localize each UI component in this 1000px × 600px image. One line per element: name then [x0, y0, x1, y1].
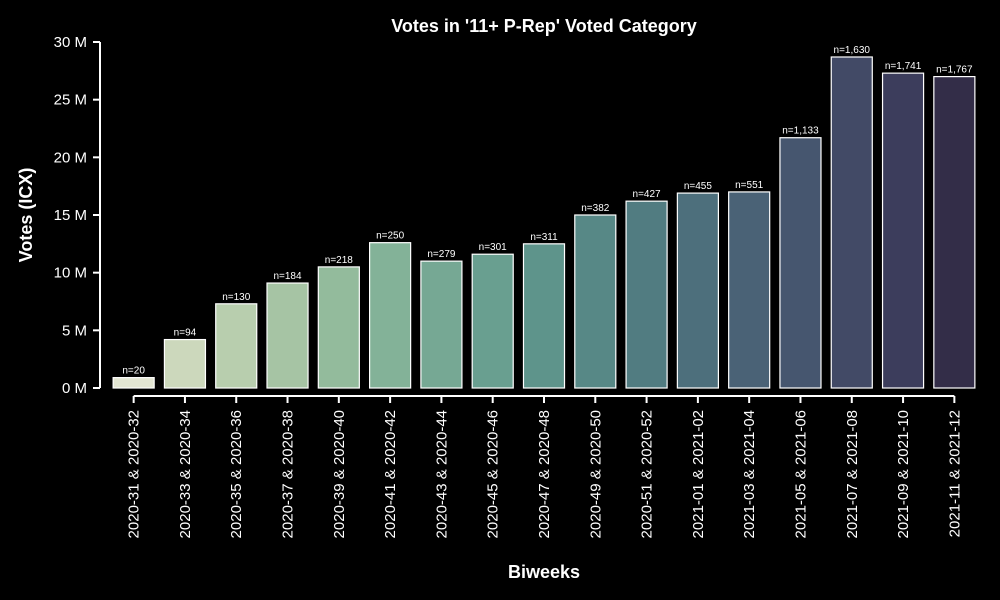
x-tick-label: 2020-37 & 2020-38 [280, 410, 297, 538]
y-axis-label: Votes (ICX) [16, 168, 36, 263]
bar [471, 253, 514, 389]
y-tick-label: 15 M [54, 207, 87, 224]
bar-label: n=301 [479, 242, 508, 253]
bar [317, 266, 360, 389]
bar [625, 200, 668, 389]
y-tick-label: 30 M [54, 34, 87, 51]
bar-label: n=311 [530, 232, 558, 243]
bar [420, 260, 463, 389]
x-tick-label: 2020-39 & 2020-40 [331, 410, 348, 538]
y-tick-label: 5 M [62, 322, 87, 339]
y-tick-label: 0 M [62, 380, 87, 397]
bar [676, 192, 719, 389]
bar-label: n=1,741 [885, 61, 922, 72]
x-tick-label: 2020-35 & 2020-36 [228, 410, 245, 538]
bar [522, 243, 566, 389]
bars [112, 56, 976, 389]
bar-label: n=382 [581, 203, 610, 214]
bar-label: n=427 [633, 189, 662, 200]
bar-label: n=20 [122, 366, 145, 377]
bar [163, 338, 207, 389]
bar-label: n=250 [376, 231, 405, 242]
bar-labels: n=20 n=94 n=130 n=184 n=218 n=250 n=279 n=301 n=… [122, 45, 973, 377]
bar [369, 242, 412, 389]
x-tick-label: 2020-47 & 2020-48 [536, 410, 553, 538]
x-axis-label: Biweeks [508, 562, 580, 582]
y-tick-label: 20 M [54, 149, 87, 166]
bar-label: n=1,767 [936, 65, 973, 76]
bar-label: n=1,133 [782, 126, 819, 137]
bar [779, 137, 822, 389]
x-tick-label: 2020-49 & 2020-50 [587, 410, 604, 538]
bar-label: n=1,630 [834, 45, 871, 56]
x-tick-label: 2021-05 & 2021-06 [792, 410, 809, 538]
bar-label: n=94 [174, 328, 197, 339]
x-tick-label: 2021-01 & 2021-02 [690, 410, 707, 538]
bar-label: n=279 [427, 249, 456, 260]
bar-label: n=218 [325, 255, 354, 266]
bar [830, 56, 873, 389]
x-tick-label: 2021-07 & 2021-08 [844, 410, 861, 538]
x-tick-label: 2020-43 & 2020-44 [433, 410, 450, 538]
bar [266, 282, 309, 389]
x-axis: 2020-31 & 2020-32 2020-33 & 2020-34 2020-3… [126, 395, 963, 538]
chart-title: Votes in '11+ P-Rep' Voted Category [391, 16, 696, 36]
bar [574, 214, 617, 389]
bar [215, 303, 258, 389]
x-tick-label: 2021-09 & 2021-10 [895, 410, 912, 538]
x-tick-label: 2020-33 & 2020-34 [177, 410, 194, 538]
y-axis: 0 M 5 M 10 M 15 M 20 M 25 M 30 M [54, 34, 101, 397]
x-tick-label: 2020-41 & 2020-42 [382, 410, 399, 538]
bar-label: n=184 [273, 271, 302, 282]
bar-label: n=130 [222, 292, 251, 303]
y-tick-label: 25 M [54, 92, 87, 109]
bar [933, 75, 976, 389]
bar [881, 72, 925, 389]
x-tick-label: 2020-51 & 2020-52 [639, 410, 656, 538]
x-tick-label: 2020-31 & 2020-32 [126, 410, 143, 538]
bar [728, 191, 771, 389]
x-tick-label: 2021-11 & 2021-12 [946, 410, 963, 537]
bar-label: n=455 [684, 181, 713, 192]
x-tick-label: 2021-03 & 2021-04 [741, 410, 758, 538]
bar [112, 377, 155, 389]
bar-label: n=551 [735, 180, 764, 191]
y-tick-label: 10 M [54, 265, 87, 282]
x-tick-label: 2020-45 & 2020-46 [485, 410, 502, 538]
